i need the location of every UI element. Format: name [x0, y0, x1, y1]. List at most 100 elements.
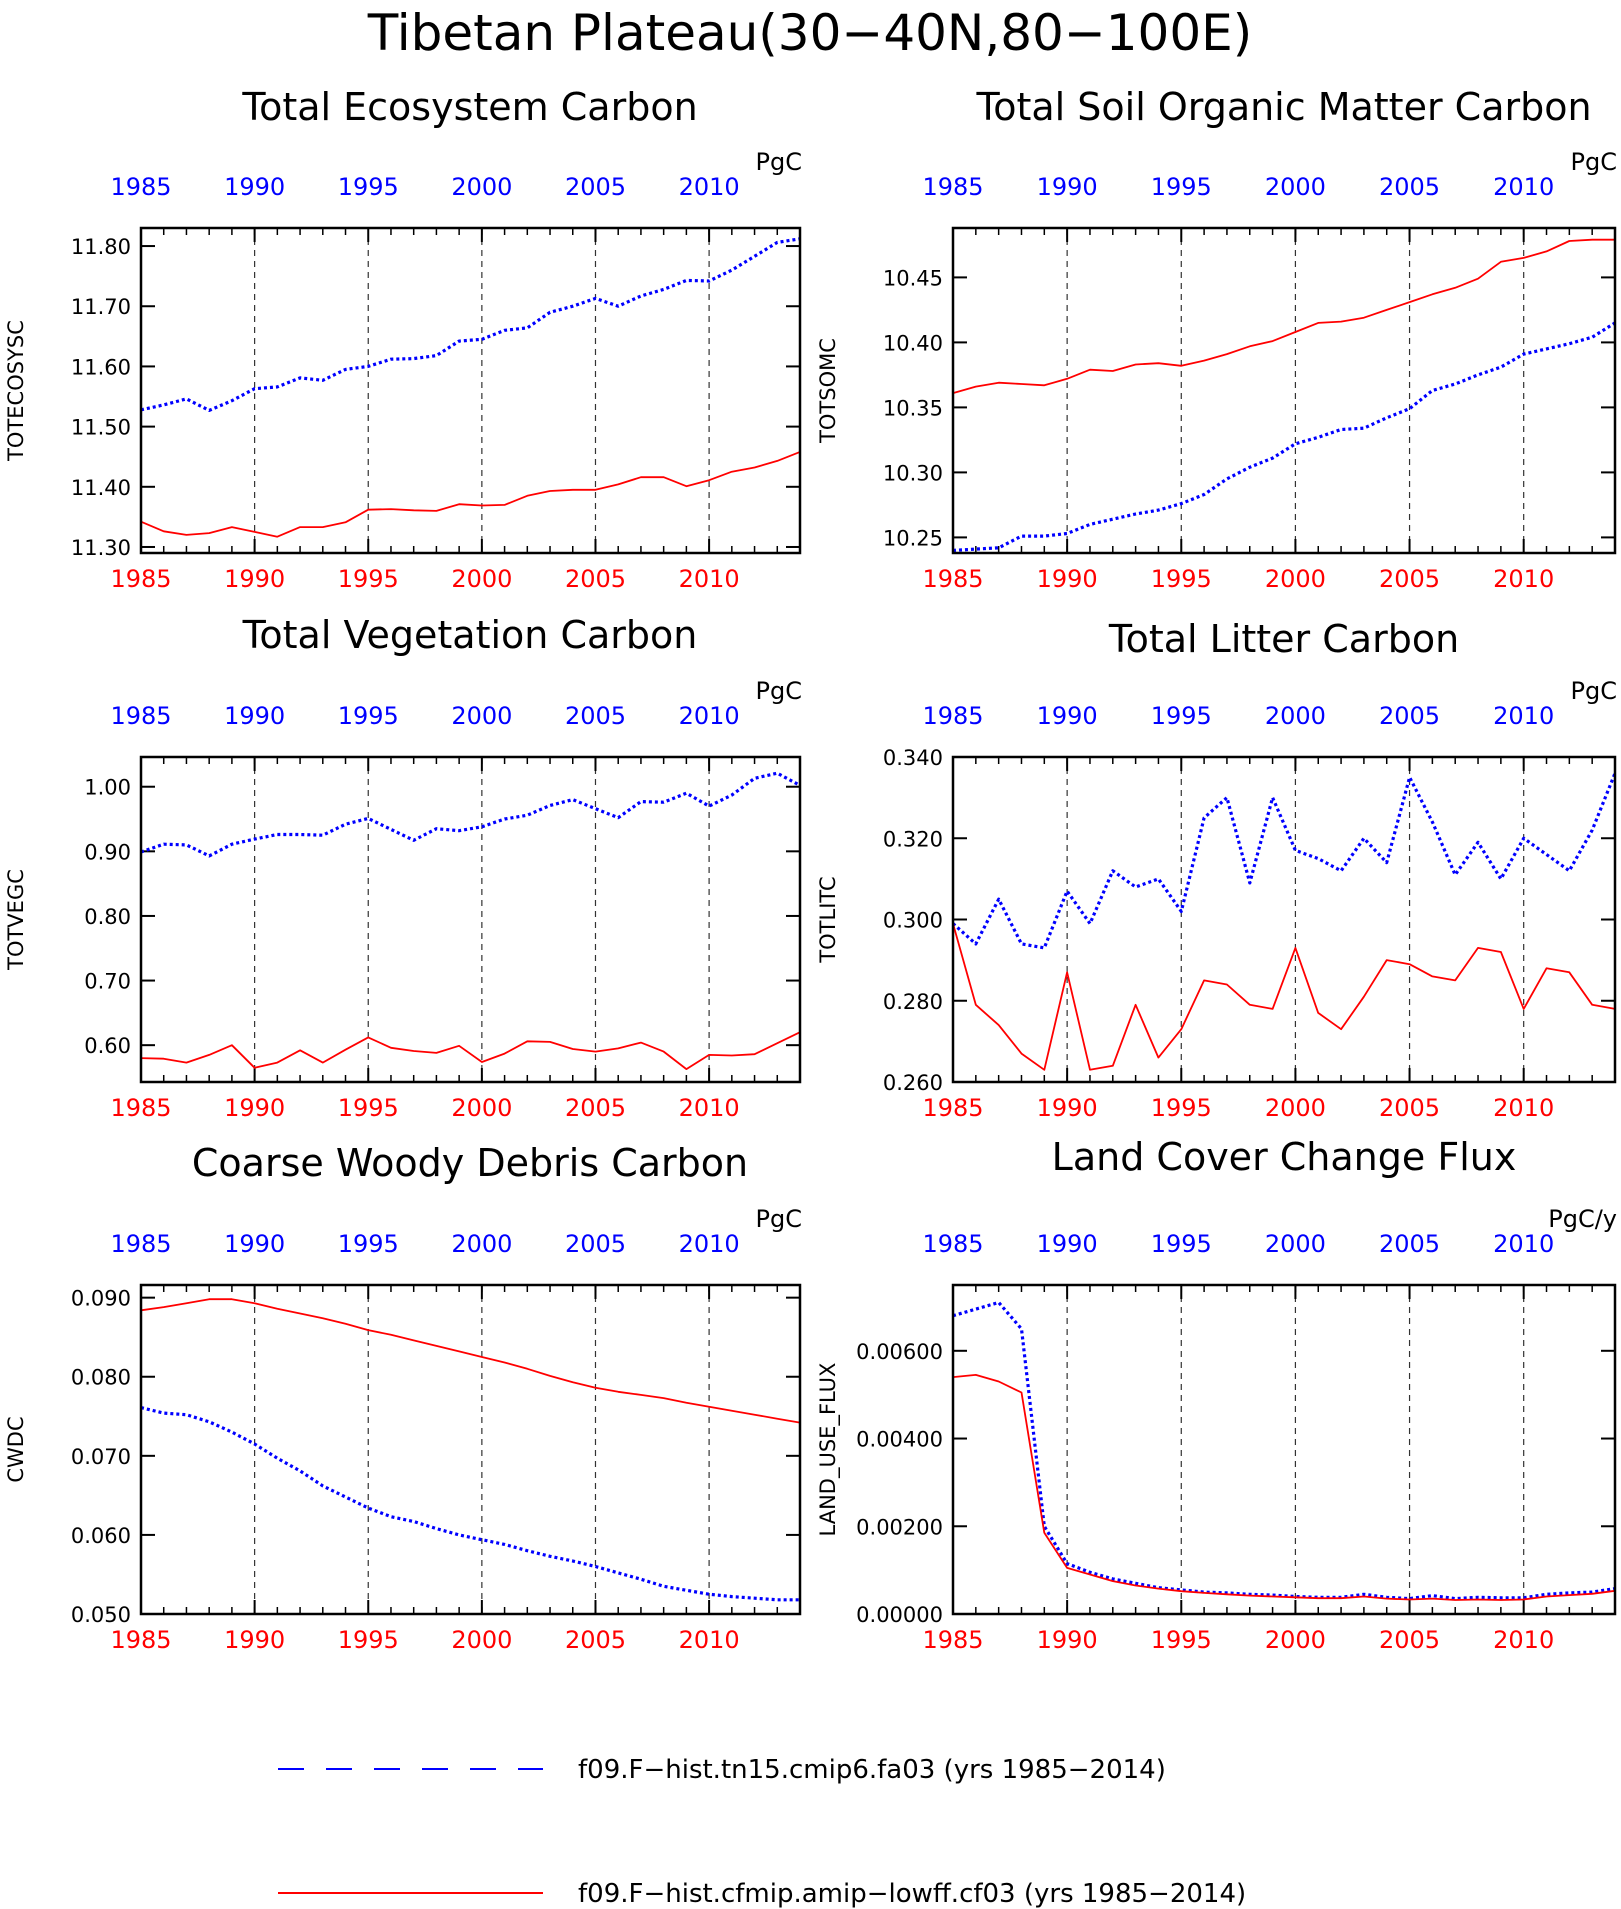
x-tick-label-top: 1985 [110, 1230, 171, 1258]
chart-title: Land Cover Change Flux [1052, 1135, 1517, 1179]
plot-frame [951, 1283, 1617, 1616]
series-line-red [952, 1374, 1616, 1601]
y-axis-label: CWDC [4, 1416, 28, 1482]
chart-title: Total Vegetation Carbon [242, 613, 698, 657]
chart-panels: Total Ecosystem Carbon PgC TOTECOSYSC 1985 1… [4, 85, 1617, 1654]
x-tick-label: 2005 [565, 1094, 626, 1122]
y-tick-label: 0.00400 [856, 1428, 943, 1452]
x-tick-label: 2000 [451, 1626, 512, 1654]
x-tick-label: 2010 [679, 1094, 740, 1122]
x-tick-label-top: 2005 [1379, 173, 1440, 201]
series-line-blue [140, 1406, 800, 1602]
y-tick-label: 0.00000 [856, 1603, 943, 1627]
series-line-blue [952, 1300, 1616, 1601]
x-tick-label-top: 1990 [1037, 173, 1098, 201]
x-tick-label: 2005 [1379, 565, 1440, 593]
chart-title: Total Ecosystem Carbon [241, 85, 697, 129]
y-tick-label: 0.080 [71, 1366, 131, 1390]
y-tick-label: 0.320 [883, 827, 943, 851]
x-tick-label-top: 1995 [338, 173, 399, 201]
x-tick-label-top: 2010 [679, 702, 740, 730]
x-tick-label-top: 2000 [451, 173, 512, 201]
series-line-red [952, 923, 1616, 1071]
legend-label-red: f09.F−hist.cfmip.amip−lowff.cf03 (yrs 19… [578, 1879, 1246, 1909]
x-tick-label: 1995 [1151, 565, 1212, 593]
chart-panel: Coarse Woody Debris Carbon PgC CWDC 1985 198… [4, 1141, 802, 1654]
x-tick-label: 2010 [679, 565, 740, 593]
y-tick-label: 0.00200 [856, 1515, 943, 1539]
x-tick-label: 1985 [922, 1094, 983, 1122]
x-tick-label-top: 1985 [922, 1230, 983, 1258]
x-tick-label-top: 2010 [1493, 702, 1554, 730]
x-tick-label: 1990 [224, 1626, 285, 1654]
x-tick-label: 2000 [1265, 1626, 1326, 1654]
x-tick-label: 1985 [110, 565, 171, 593]
units-label: PgC [756, 1205, 802, 1233]
x-tick-label: 2000 [451, 565, 512, 593]
chart-title: Coarse Woody Debris Carbon [192, 1141, 748, 1185]
y-tick-label: 0.300 [883, 909, 943, 933]
y-tick-label: 10.30 [883, 461, 943, 485]
chart-panel: Total Soil Organic Matter Carbon PgC TOTSO… [816, 85, 1617, 593]
series-line-blue [951, 772, 1617, 950]
x-tick-label: 1990 [1037, 1094, 1098, 1122]
x-tick-label-top: 2010 [679, 173, 740, 201]
x-tick-label: 2000 [451, 1094, 512, 1122]
legend: f09.F−hist.tn15.cmip6.fa03 (yrs 1985−201… [278, 1755, 1246, 1909]
y-axis-label: TOTECOSYSC [4, 320, 28, 462]
series-line-red [140, 451, 801, 538]
x-tick-label-top: 2010 [1493, 1230, 1554, 1258]
y-tick-label: 0.00600 [856, 1340, 943, 1364]
y-tick-label: 0.280 [883, 990, 943, 1014]
y-tick-label: 10.35 [883, 396, 943, 420]
y-tick-label: 11.30 [71, 536, 131, 560]
y-tick-label: 11.70 [71, 295, 131, 319]
x-tick-label-top: 1985 [110, 173, 171, 201]
x-tick-label: 1995 [338, 1626, 399, 1654]
y-axis-label: LAND_USE_FLUX [816, 1363, 841, 1537]
x-tick-label: 1990 [224, 1094, 285, 1122]
chart-title: Total Soil Organic Matter Carbon [975, 85, 1591, 129]
x-tick-label: 1990 [1037, 565, 1098, 593]
plot-frame [951, 226, 1617, 555]
y-tick-label: 10.45 [883, 266, 943, 290]
y-tick-label: 0.090 [71, 1287, 131, 1311]
x-tick-label-top: 1995 [338, 702, 399, 730]
x-tick-label: 2010 [1493, 1094, 1554, 1122]
series-line-red [140, 1031, 801, 1070]
plot-frame [951, 755, 1617, 1084]
plot-frame [139, 1283, 802, 1616]
y-tick-label: 0.60 [84, 1034, 131, 1058]
series-line-blue [952, 321, 1616, 552]
x-tick-label-top: 1995 [1151, 1230, 1212, 1258]
x-tick-label: 2005 [1379, 1626, 1440, 1654]
x-tick-label-top: 1990 [224, 702, 285, 730]
x-tick-label: 1990 [224, 565, 285, 593]
x-tick-label: 2005 [565, 565, 626, 593]
x-tick-label-top: 1985 [922, 173, 983, 201]
series-line-red [952, 238, 1615, 394]
y-tick-label: 0.070 [71, 1445, 131, 1469]
x-tick-label-top: 2005 [1379, 1230, 1440, 1258]
x-tick-label: 2000 [1265, 1094, 1326, 1122]
y-tick-label: 10.25 [883, 526, 943, 550]
x-tick-label-top: 1995 [338, 1230, 399, 1258]
x-tick-label-top: 1990 [224, 1230, 285, 1258]
x-tick-label: 2010 [1493, 1626, 1554, 1654]
x-tick-label-top: 1985 [922, 702, 983, 730]
units-label: PgC/y [1548, 1205, 1617, 1233]
y-axis-label: TOTLITC [816, 876, 840, 963]
y-tick-label: 1.00 [84, 776, 131, 800]
units-label: PgC [1571, 148, 1617, 176]
y-tick-label: 0.050 [71, 1603, 131, 1627]
x-tick-label: 2010 [679, 1626, 740, 1654]
x-tick-label-top: 2000 [1265, 702, 1326, 730]
y-tick-label: 11.80 [71, 235, 131, 259]
x-tick-label-top: 2000 [451, 1230, 512, 1258]
chart-title: Total Litter Carbon [1108, 617, 1459, 661]
y-tick-label: 0.060 [71, 1524, 131, 1548]
units-label: PgC [756, 677, 802, 705]
y-tick-label: 11.60 [71, 355, 131, 379]
x-tick-label: 2005 [1379, 1094, 1440, 1122]
x-tick-label-top: 1995 [1151, 173, 1212, 201]
